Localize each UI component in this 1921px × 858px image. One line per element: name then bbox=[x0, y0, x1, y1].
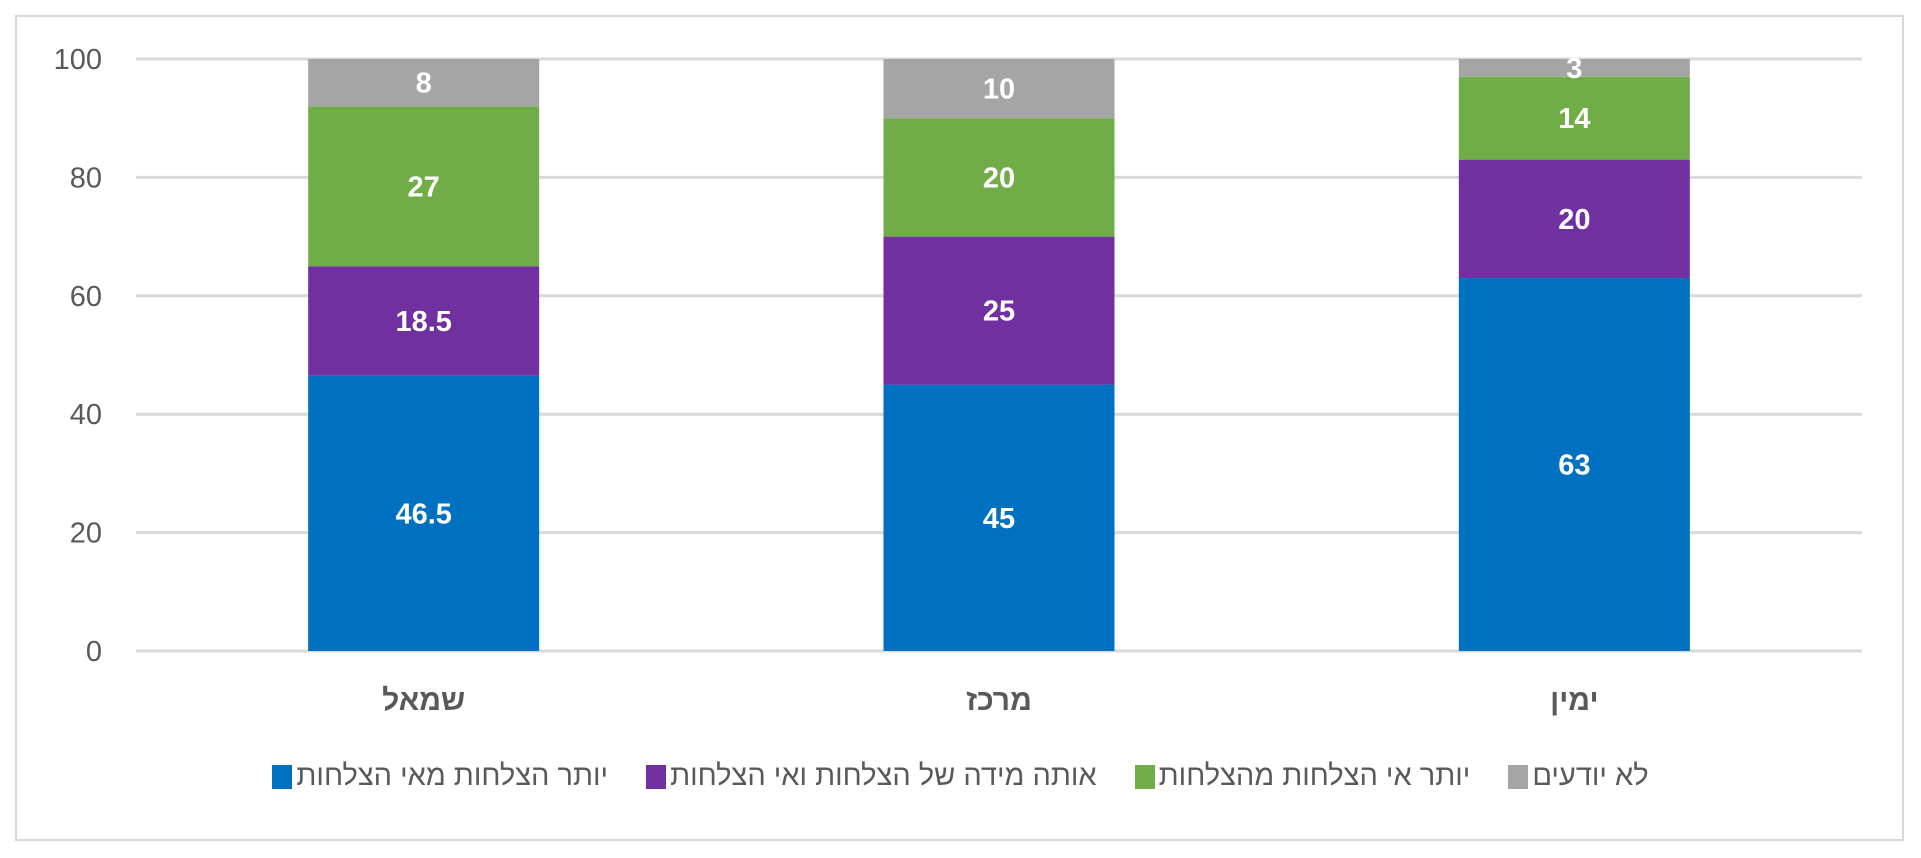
bar-segment bbox=[1458, 278, 1690, 651]
y-tick-label: 60 bbox=[70, 281, 102, 313]
legend: יותר הצלחות מאי הצלחות אותה מידה של הצלח… bbox=[0, 760, 1921, 793]
legend-label: אותה מידה של הצלחות ואי הצלחות bbox=[670, 760, 1097, 792]
data-label: 14 bbox=[1558, 103, 1590, 135]
y-tick-label: 40 bbox=[70, 399, 102, 431]
data-label: 25 bbox=[983, 296, 1015, 328]
legend-swatch bbox=[1508, 764, 1529, 789]
bar-segment bbox=[883, 236, 1115, 385]
data-label: 45 bbox=[983, 503, 1015, 535]
data-label: 18.5 bbox=[395, 306, 451, 338]
legend-item-equal: אותה מידה של הצלחות ואי הצלחות bbox=[646, 760, 1097, 793]
bar-segment bbox=[308, 106, 540, 267]
bar-segment bbox=[883, 59, 1115, 119]
bar-segment bbox=[883, 118, 1115, 237]
data-label: 10 bbox=[983, 74, 1015, 106]
data-label: 63 bbox=[1558, 450, 1590, 482]
legend-label: יותר אי הצלחות מהצלחות bbox=[1158, 760, 1471, 792]
y-tick-label: 80 bbox=[70, 162, 102, 194]
legend-label: לא יודעים bbox=[1532, 760, 1649, 792]
x-category-label: שמאל bbox=[382, 684, 465, 717]
legend-item-dont-know: לא יודעים bbox=[1508, 760, 1649, 793]
legend-item-more-successes: יותר הצלחות מאי הצלחות bbox=[272, 760, 608, 793]
data-label: 8 bbox=[416, 68, 432, 100]
bar-segment bbox=[883, 384, 1115, 651]
bar-segment bbox=[1458, 59, 1690, 77]
chart-frame bbox=[15, 15, 1904, 841]
x-category-label: מרכז bbox=[966, 684, 1032, 717]
data-label: 3 bbox=[1566, 53, 1582, 85]
data-label: 20 bbox=[1558, 204, 1590, 236]
x-category-label: ימין bbox=[1550, 684, 1598, 717]
legend-label: יותר הצלחות מאי הצלחות bbox=[296, 760, 609, 792]
data-label: 20 bbox=[983, 162, 1015, 194]
y-tick-label: 100 bbox=[54, 44, 102, 76]
legend-swatch bbox=[1134, 764, 1155, 789]
y-tick-label: 20 bbox=[70, 518, 102, 550]
bar-segment bbox=[1458, 76, 1690, 160]
legend-swatch bbox=[272, 764, 293, 789]
bar-segment bbox=[308, 59, 540, 107]
y-tick-label: 0 bbox=[86, 636, 102, 668]
legend-swatch bbox=[646, 764, 667, 789]
bar-segment bbox=[308, 266, 540, 376]
bar-segment bbox=[308, 375, 540, 651]
bar-segment bbox=[1458, 159, 1690, 279]
legend-item-more-failures: יותר אי הצלחות מהצלחות bbox=[1134, 760, 1471, 793]
data-label: 27 bbox=[408, 171, 440, 203]
data-label: 46.5 bbox=[395, 498, 451, 530]
